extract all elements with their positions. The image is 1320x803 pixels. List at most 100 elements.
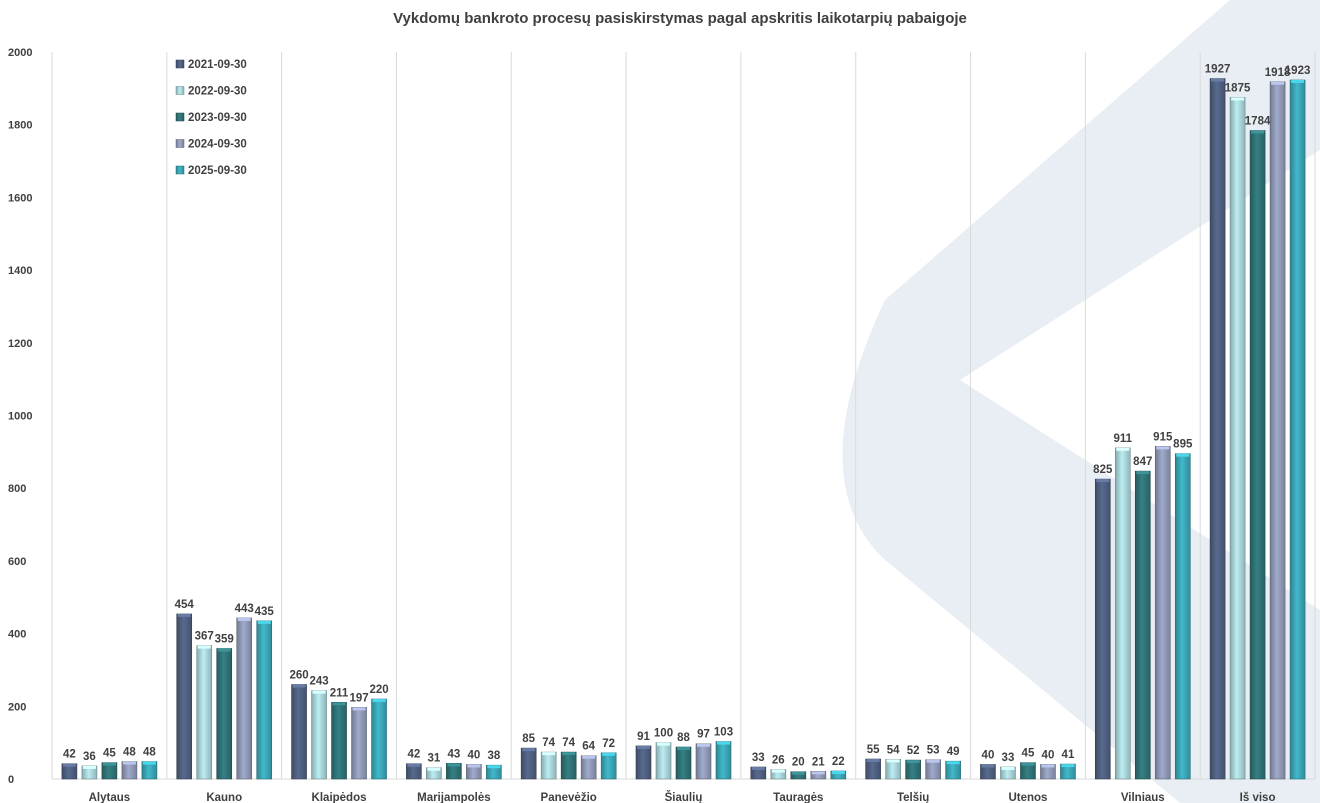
data-label: 33 xyxy=(1002,752,1015,764)
data-label: 211 xyxy=(330,687,349,699)
bar xyxy=(371,698,387,780)
bar-cap xyxy=(62,763,76,767)
x-tick-label: Tauragės xyxy=(773,792,823,803)
data-label: 54 xyxy=(887,744,900,756)
data-label: 435 xyxy=(255,606,275,618)
legend-swatch xyxy=(175,59,185,69)
data-label: 48 xyxy=(123,747,136,759)
bar-cap xyxy=(791,771,805,775)
y-axis: 0 200 400 600 800 1000 1200 1400 1600 1800 2000 xyxy=(8,47,32,786)
bar-cap xyxy=(332,702,346,706)
data-label: 100 xyxy=(654,728,673,740)
data-label: 45 xyxy=(1022,748,1035,760)
bar xyxy=(560,751,577,780)
bar-cap xyxy=(352,707,366,711)
data-label: 20 xyxy=(792,757,805,769)
data-label: 197 xyxy=(349,692,368,704)
bar-cap xyxy=(811,771,825,775)
bar-cap xyxy=(1211,78,1225,82)
bar-cap xyxy=(1116,447,1130,451)
bar xyxy=(695,743,712,780)
legend-label: 2023-09-30 xyxy=(188,112,247,124)
y-tick-label: 400 xyxy=(8,629,26,641)
bar-cap xyxy=(886,759,900,763)
y-tick-label: 200 xyxy=(8,701,26,713)
bar xyxy=(1154,446,1171,780)
bar-cap xyxy=(237,617,251,621)
x-tick-label: Alytaus xyxy=(89,792,131,803)
legend-swatch xyxy=(175,165,185,175)
bar-cap xyxy=(467,764,481,768)
x-tick-label: Vilniaus xyxy=(1121,792,1165,803)
bar-cap xyxy=(407,763,421,767)
bar-cap xyxy=(1096,479,1110,483)
bar-cap xyxy=(542,752,556,756)
bar-cap xyxy=(102,762,116,766)
legend-swatch xyxy=(175,86,185,95)
chart-title: Vykdomų bankroto procesų pasiskirstymas … xyxy=(393,10,967,27)
data-label: 367 xyxy=(195,631,214,643)
data-label: 74 xyxy=(542,737,555,749)
x-tick-label: Utenos xyxy=(1008,792,1047,803)
data-label: 36 xyxy=(83,751,96,763)
x-tick-label: Šiaulių xyxy=(665,791,703,803)
bar-cap xyxy=(1136,471,1150,475)
data-label: 52 xyxy=(907,745,920,757)
data-label: 26 xyxy=(772,755,785,767)
data-label: 40 xyxy=(1042,749,1055,761)
bar-cap xyxy=(487,765,501,769)
bar-cap xyxy=(372,699,386,703)
bar-cap xyxy=(217,648,231,652)
data-label: 64 xyxy=(582,741,595,753)
data-label: 53 xyxy=(927,745,940,757)
bar xyxy=(1094,478,1111,780)
data-label: 74 xyxy=(562,737,575,749)
bar xyxy=(1134,470,1151,780)
bar-cap xyxy=(637,745,650,749)
bar-cap xyxy=(82,765,96,769)
data-label: 443 xyxy=(235,603,254,615)
bar-cap xyxy=(926,759,940,763)
bar-cap xyxy=(562,752,576,756)
bar-cap xyxy=(1061,764,1075,768)
bar-cap xyxy=(312,690,326,694)
y-tick-label: 800 xyxy=(8,483,26,495)
bar xyxy=(1249,130,1266,780)
bar xyxy=(520,747,537,780)
x-tick-label: Iš viso xyxy=(1240,792,1276,803)
bar-cap xyxy=(771,769,785,773)
bar xyxy=(291,684,307,780)
bar-cap xyxy=(1001,767,1015,771)
data-label: 97 xyxy=(697,729,710,741)
bar-cap xyxy=(602,752,616,756)
bar-cap xyxy=(751,767,765,771)
bar-cap xyxy=(1291,79,1305,83)
bar-cap xyxy=(981,764,995,768)
bar xyxy=(216,648,233,780)
bar-cap xyxy=(177,613,191,617)
legend-label: 2021-09-30 xyxy=(188,59,247,71)
data-label: 38 xyxy=(487,750,500,762)
bar-cap xyxy=(447,763,461,767)
bar-cap xyxy=(142,761,156,765)
bar xyxy=(236,617,253,780)
bar-cap xyxy=(122,761,136,765)
data-label: 55 xyxy=(867,744,880,756)
data-label: 85 xyxy=(522,733,535,745)
bar-cap xyxy=(677,747,690,751)
bar-cap xyxy=(522,748,536,752)
x-axis: Alytaus Kauno Klaipėdos Marijampolės Panevėž… xyxy=(89,791,1276,803)
data-label: 88 xyxy=(677,732,690,744)
bar-cap xyxy=(1041,764,1055,768)
bar-cap xyxy=(1021,762,1035,766)
legend-swatch xyxy=(175,139,185,148)
data-label: 43 xyxy=(447,748,460,760)
bar xyxy=(256,620,273,780)
data-label: 359 xyxy=(215,634,234,646)
y-tick-label: 1200 xyxy=(8,338,32,350)
y-tick-label: 1600 xyxy=(8,192,32,204)
data-label: 1918 xyxy=(1265,67,1291,79)
bar-cap xyxy=(257,620,271,624)
data-label: 220 xyxy=(369,684,388,696)
bar xyxy=(580,755,597,780)
